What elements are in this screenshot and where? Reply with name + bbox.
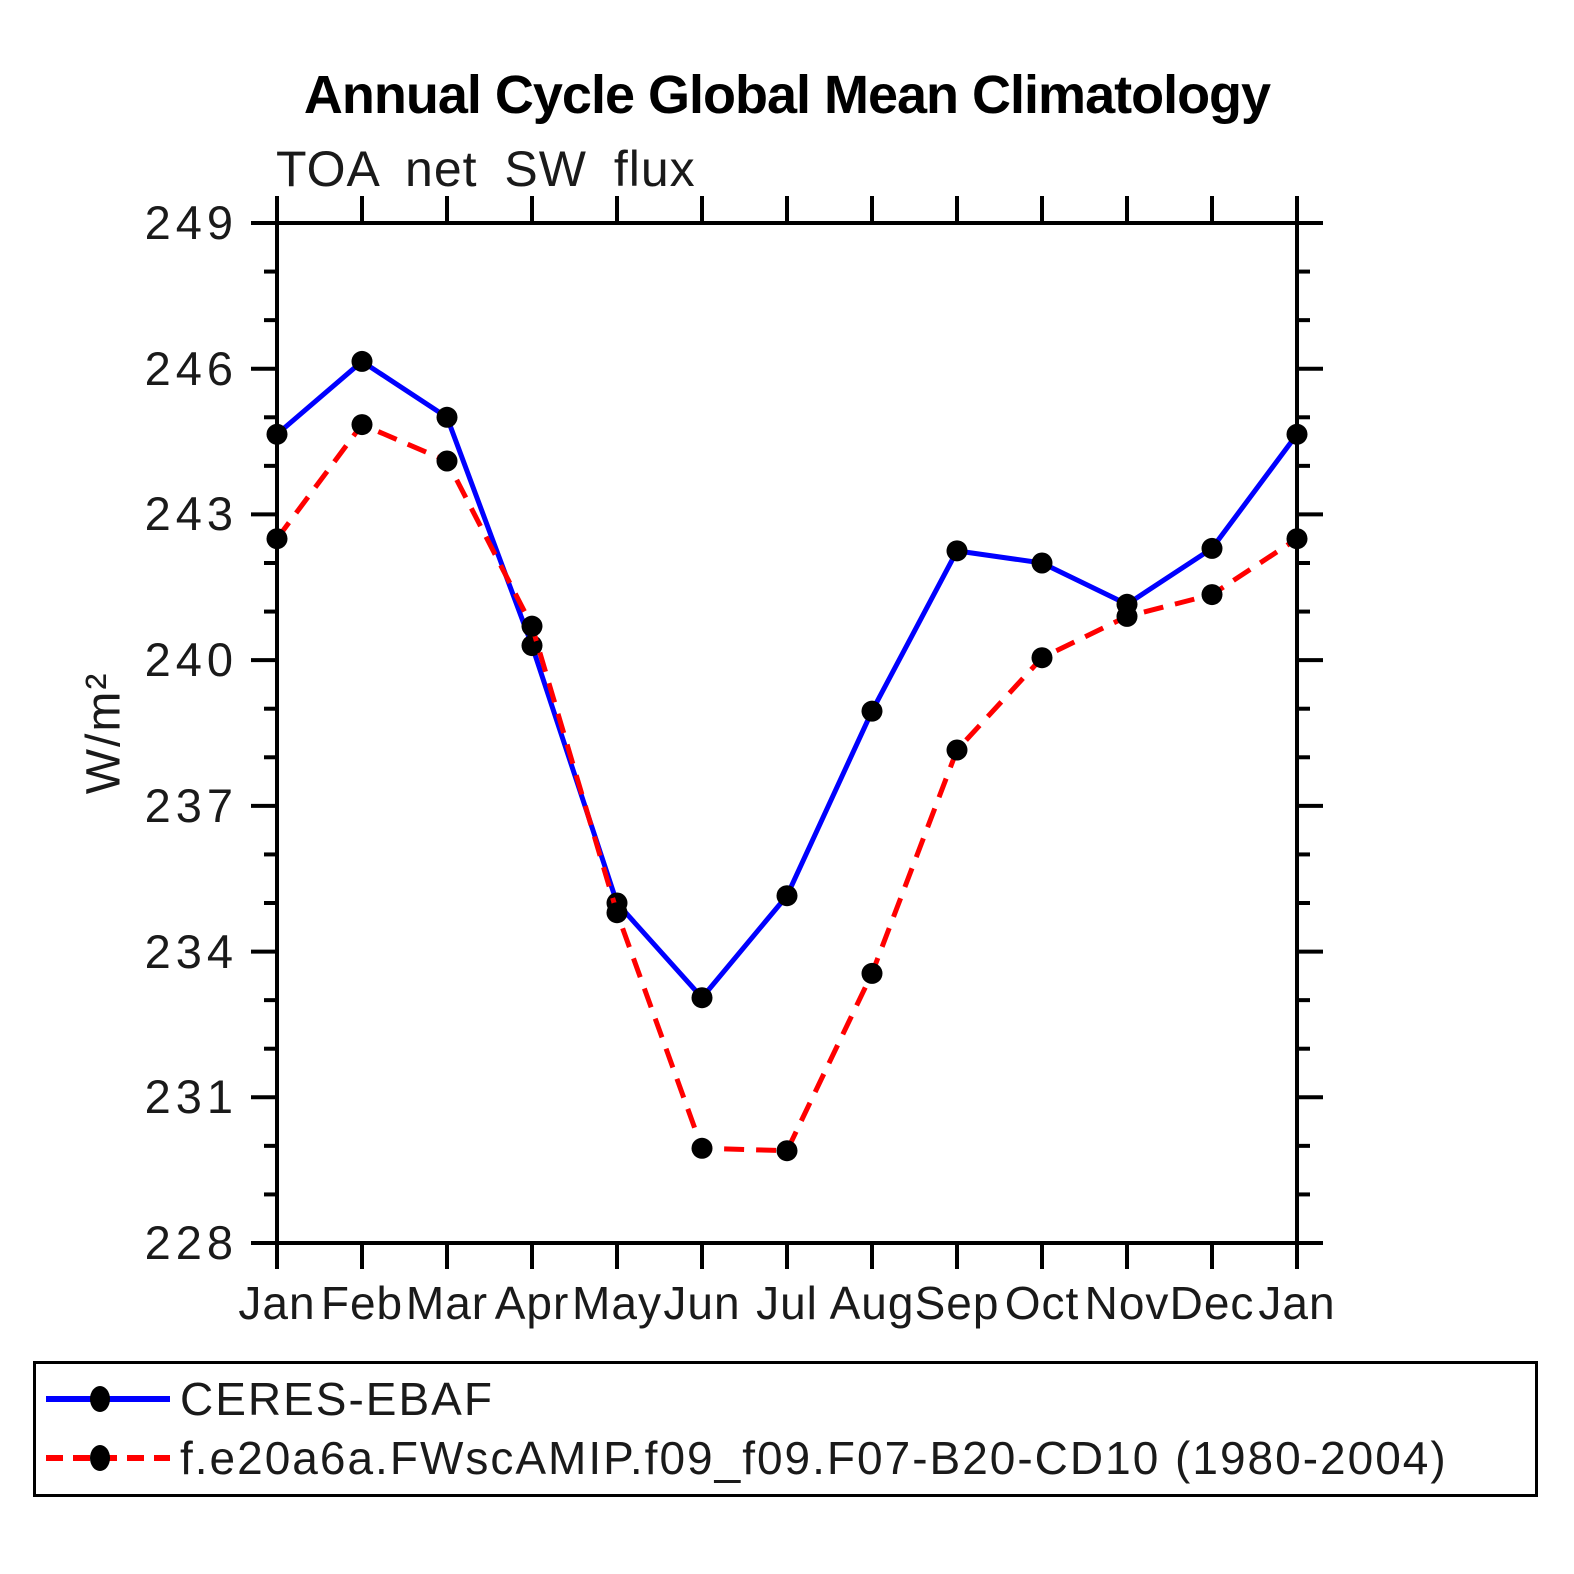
legend-sample-model-line xyxy=(46,1445,170,1471)
x-tick-label: Dec xyxy=(1169,1277,1255,1329)
series-line-model xyxy=(274,422,1299,1154)
plot-frame xyxy=(275,221,1299,1245)
data-point-model xyxy=(351,414,373,436)
data-point-model xyxy=(521,615,543,637)
data-point-model xyxy=(606,902,628,924)
data-point-ceres xyxy=(1286,423,1308,445)
data-point-ceres xyxy=(266,423,288,445)
x-tick-label: Jun xyxy=(663,1277,741,1329)
y-tick-label: 228 xyxy=(144,1216,238,1269)
data-point-ceres xyxy=(776,885,798,907)
x-tick-label: Apr xyxy=(494,1277,570,1329)
legend-row-model: f.e20a6a.FWscAMIP.f09_f09.F07-B20-CD10 (… xyxy=(44,1432,1448,1484)
x-tick-label: Oct xyxy=(1004,1277,1080,1329)
y-tick-label: 246 xyxy=(144,341,238,395)
data-point-ceres xyxy=(351,350,373,372)
data-point-model xyxy=(861,962,883,984)
y-tick-label: 240 xyxy=(144,633,238,687)
data-point-ceres xyxy=(1031,552,1053,574)
data-point-model xyxy=(1201,584,1223,606)
y-tick-label: 249 xyxy=(144,196,238,249)
data-point-ceres xyxy=(1201,537,1223,559)
data-point-ceres xyxy=(861,700,883,722)
y-tick-label: 234 xyxy=(144,924,238,978)
y-tick-label: 231 xyxy=(144,1070,238,1124)
x-tick-label: May xyxy=(572,1277,662,1329)
legend-row-ceres: CERES-EBAF xyxy=(44,1373,494,1425)
data-point-model xyxy=(776,1140,798,1162)
legend-marker-dot xyxy=(90,1445,110,1471)
x-tick-label: Jan xyxy=(1258,1277,1336,1329)
legend-label-model: f.e20a6a.FWscAMIP.f09_f09.F07-B20-CD10 (… xyxy=(180,1432,1448,1484)
data-point-ceres xyxy=(691,987,713,1009)
x-tick-label: Jul xyxy=(756,1277,818,1329)
legend-label-ceres: CERES-EBAF xyxy=(180,1373,494,1425)
x-tick-label: Sep xyxy=(914,1277,1000,1329)
x-tick-label: Feb xyxy=(320,1277,404,1329)
data-point-ceres xyxy=(436,406,458,428)
chart-title: Annual Cycle Global Mean Climatology xyxy=(303,65,1271,125)
x-tick-label: Nov xyxy=(1084,1277,1170,1329)
legend-sample-ceres-line xyxy=(46,1386,170,1412)
y-tick-label: 237 xyxy=(144,778,238,832)
data-point-ceres xyxy=(946,540,968,562)
x-tick-label: Jan xyxy=(238,1277,316,1329)
data-point-model xyxy=(266,528,288,550)
legend: CERES-EBAF f.e20a6a.FWscAMIP.f09_f09.F07… xyxy=(33,1361,1538,1497)
chart-subtitle: TOA net SW flux xyxy=(276,141,696,197)
data-point-model xyxy=(1286,528,1308,550)
data-point-model xyxy=(1116,605,1138,627)
data-point-model xyxy=(946,739,968,761)
x-tick-label: Aug xyxy=(829,1277,915,1329)
data-point-model xyxy=(436,450,458,472)
data-point-model xyxy=(691,1137,713,1159)
y-tick-label: 243 xyxy=(144,487,238,541)
legend-marker-dot xyxy=(90,1386,110,1412)
data-point-model xyxy=(1031,647,1053,669)
x-tick-label: Mar xyxy=(405,1277,489,1329)
